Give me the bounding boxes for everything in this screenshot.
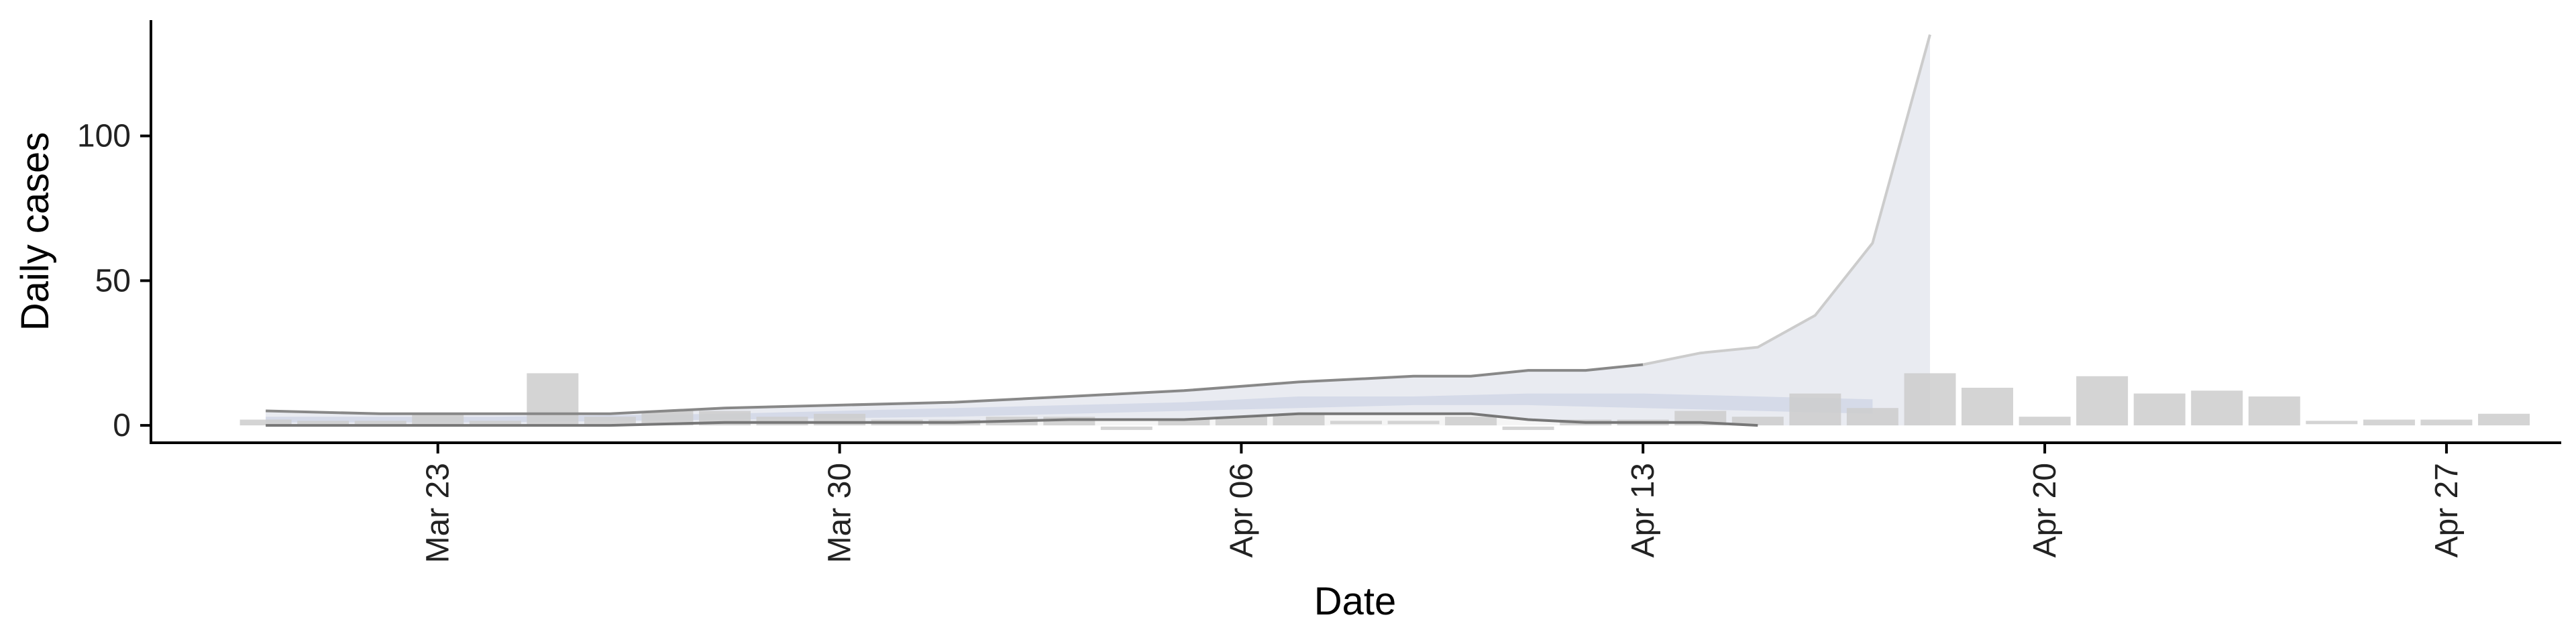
bar [2248, 396, 2300, 426]
estimate-band-layer [266, 34, 1930, 426]
bar [2133, 393, 2186, 426]
y-tick-label: 0 [113, 408, 131, 443]
x-tick-label: Mar 30 [822, 463, 858, 563]
bar [756, 417, 808, 426]
y-axis-title: Daily cases [13, 132, 57, 331]
bar [1158, 419, 1210, 426]
bar [2191, 390, 2243, 426]
x-tick-label: Apr 13 [1625, 463, 1661, 557]
bar [584, 417, 636, 426]
bar [469, 421, 521, 425]
bar [1100, 426, 1152, 430]
bound-lines-layer [266, 34, 1931, 427]
lower-bound-line [266, 412, 1758, 427]
bar [297, 421, 350, 425]
bar [1731, 417, 1784, 426]
bar [2306, 421, 2358, 425]
bar [1846, 408, 1898, 426]
x-tick-label: Apr 27 [2429, 463, 2465, 557]
bar [1387, 421, 1440, 425]
bar [1904, 373, 1956, 426]
upper-bound-line [266, 363, 1644, 415]
x-tick-label: Apr 06 [1224, 463, 1259, 557]
projected-upper-bound-line [1642, 34, 1931, 366]
bar [2363, 419, 2415, 426]
y-tick-label: 100 [77, 119, 131, 154]
bar [1273, 413, 1325, 426]
estimate-band-outer [266, 34, 1930, 426]
bars-layer [239, 373, 2530, 430]
bar [2019, 417, 2071, 426]
bar [1330, 421, 1382, 425]
x-tick-label: Mar 23 [421, 463, 456, 563]
bar [2478, 413, 2530, 426]
y-tick-label: 50 [95, 263, 131, 299]
bar [641, 411, 694, 426]
x-axis-title: Date [1314, 580, 1397, 623]
bar [2076, 376, 2129, 426]
bar [1789, 393, 1841, 426]
bar [2420, 419, 2473, 426]
axes-layer [150, 20, 2561, 444]
bar [1215, 417, 1267, 426]
bar [412, 413, 464, 426]
bar [1445, 417, 1497, 426]
bar [239, 419, 292, 426]
x-tick-label: Apr 20 [2027, 463, 2063, 557]
bar [354, 421, 407, 425]
bar [1502, 426, 1554, 430]
ticks-layer: Mar 23 Mar 30 Apr 06 Apr 13 Apr 20 Apr 27 0 50 1… [77, 119, 2465, 564]
bar [527, 373, 579, 426]
bar [1962, 388, 2013, 426]
